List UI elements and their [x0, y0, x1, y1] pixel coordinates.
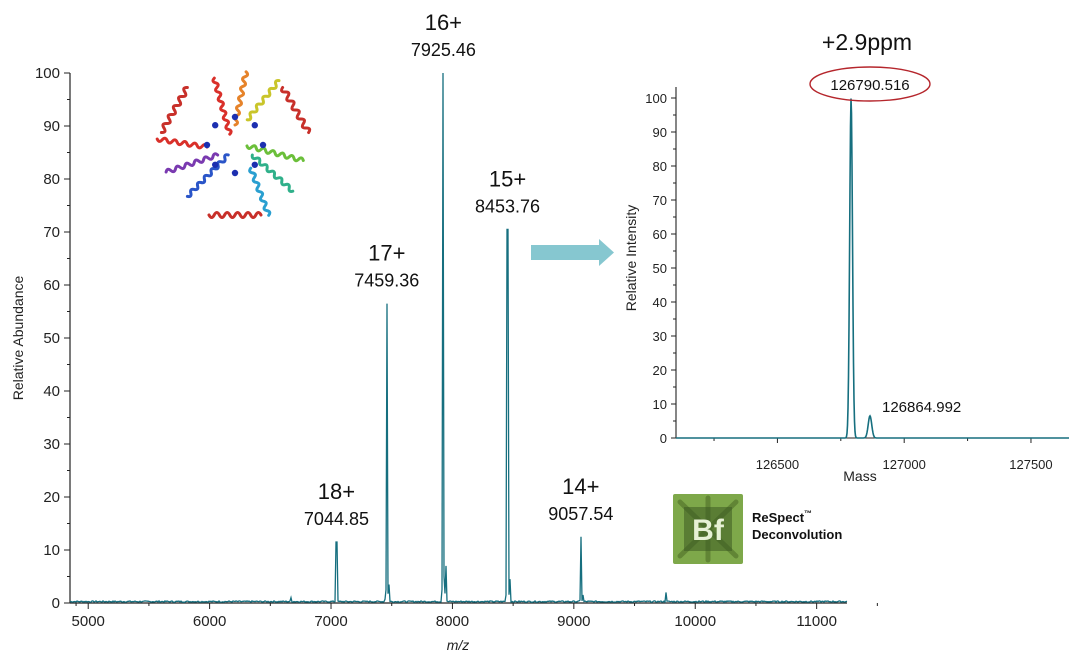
main-mass-label: 126790.516 — [830, 77, 909, 94]
peak-annotation: 14+ 9057.54 — [548, 474, 613, 524]
peak-annotation: 15+ 8453.76 — [475, 166, 540, 216]
main-y-tick-label: 20 — [43, 489, 60, 506]
protein-helix — [164, 152, 220, 174]
main-x-tick-label: 5000 — [72, 613, 105, 630]
protein-helix — [207, 211, 263, 219]
protein-residue — [231, 169, 239, 177]
inset-y-tick-label: 60 — [653, 227, 667, 242]
ppm-annotation: +2.9ppm — [822, 29, 912, 55]
respect-logo: Bf ReSpect™ Deconvolution — [673, 494, 842, 564]
inset-y-tick-label: 80 — [653, 159, 667, 174]
main-x-tick-label: 11000 — [796, 613, 837, 630]
inset-y-tick-label: 100 — [645, 91, 667, 106]
inset-spectrum: 0 10 20 30 40 50 60 70 80 90 100 126500 127000 12750… — [623, 29, 1069, 484]
peak-mz-label: 7925.46 — [411, 40, 476, 60]
inset-y-tick-label: 70 — [653, 193, 667, 208]
inset-x-tick-label: 126500 — [756, 457, 799, 472]
protein-helix — [159, 85, 189, 135]
logo-name-text: ReSpect — [752, 510, 805, 525]
highlight-circle — [809, 66, 931, 102]
main-y-tick-label: 10 — [43, 542, 60, 559]
protein-helix — [211, 76, 233, 136]
inset-x-tick-label: 127500 — [1009, 457, 1052, 472]
protein-residue — [231, 113, 239, 121]
peak-mz-label: 8453.76 — [475, 196, 540, 216]
main-y-tick-label: 40 — [43, 383, 60, 400]
peak-mz-label: 9057.54 — [548, 504, 613, 524]
peak-charge-label: 18+ — [318, 479, 355, 504]
protein-helix — [185, 153, 230, 199]
inset-x-tick-label: 127000 — [882, 457, 925, 472]
main-x-tick-label: 8000 — [436, 613, 469, 630]
peak-mz-label: 7459.36 — [354, 271, 419, 291]
protein-helix — [245, 79, 281, 122]
protein-residue — [259, 141, 267, 149]
protein-residue — [251, 122, 258, 129]
peak-mz-label: 7044.85 — [304, 509, 369, 529]
main-x-tick-label: 7000 — [314, 613, 347, 630]
inset-y-tick-label: 10 — [653, 397, 667, 412]
main-x-tick-label: 10000 — [674, 613, 716, 630]
main-y-tick-label: 100 — [35, 65, 60, 82]
peak-charge-label: 14+ — [562, 474, 599, 499]
main-y-tick-label: 70 — [43, 224, 60, 241]
protein-helix — [248, 166, 272, 217]
peak-annotation: 18+ 7044.85 — [304, 479, 369, 529]
inset-y-axis-title: Relative Intensity — [623, 205, 639, 312]
arrow-icon — [531, 239, 614, 266]
main-x-tick-label: 6000 — [193, 613, 226, 630]
logo-mark: Bf — [692, 514, 725, 547]
protein-helix — [155, 136, 209, 150]
main-x-axis-title: m/z — [447, 637, 470, 653]
main-y-tick-label: 90 — [43, 118, 60, 135]
main-y-axis-title: Relative Abundance — [10, 276, 26, 401]
inset-y-tick-label: 90 — [653, 125, 667, 140]
protein-residue — [203, 141, 211, 149]
inset-x-axis-title: Mass — [843, 468, 876, 484]
secondary-mass-label: 126864.992 — [882, 399, 961, 416]
protein-helix — [245, 144, 305, 163]
inset-y-tick-label: 0 — [660, 431, 667, 446]
peak-charge-label: 17+ — [368, 241, 405, 266]
main-y-tick-label: 80 — [43, 171, 60, 188]
logo-subtitle: Deconvolution — [752, 527, 842, 542]
main-y-tick-label: 60 — [43, 277, 60, 294]
inset-y-tick-label: 30 — [653, 329, 667, 344]
protein-residue — [251, 161, 258, 168]
protein-residue — [212, 122, 219, 129]
logo-name: ReSpect™ — [752, 509, 812, 525]
peak-charge-label: 15+ — [489, 166, 526, 191]
main-y-tick-label: 0 — [52, 595, 60, 612]
protein-helix — [250, 153, 295, 193]
protein-structure-image — [155, 70, 312, 219]
inset-spectrum-trace — [676, 98, 1069, 439]
main-spectrum-trace — [69, 72, 848, 604]
inset-y-tick-label: 20 — [653, 363, 667, 378]
peak-annotation: 17+ 7459.36 — [354, 241, 419, 291]
main-y-tick-label: 50 — [43, 330, 60, 347]
protein-residue — [212, 161, 219, 168]
inset-y-tick-label: 50 — [653, 261, 667, 276]
peak-annotation: 16+ 7925.46 — [411, 10, 476, 60]
main-x-tick-label: 9000 — [557, 613, 590, 630]
logo-trademark: ™ — [804, 509, 812, 518]
main-y-tick-label: 30 — [43, 436, 60, 453]
protein-helix — [280, 86, 312, 135]
inset-y-tick-label: 40 — [653, 295, 667, 310]
peak-charge-label: 16+ — [425, 10, 462, 35]
